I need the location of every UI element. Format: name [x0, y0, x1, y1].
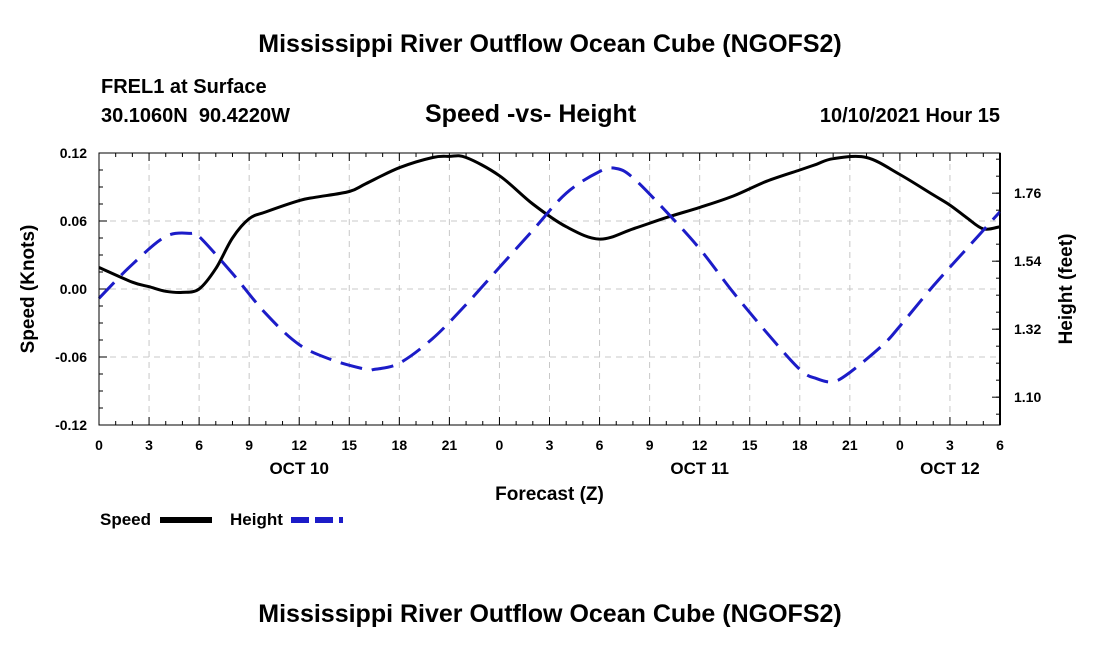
x-tick-label: 15: [341, 437, 357, 453]
y2-tick-label: 1.32: [1014, 321, 1041, 337]
y-tick-label: -0.06: [55, 349, 87, 365]
legend-height-label: Height: [230, 510, 283, 529]
x-tick-label: 0: [95, 437, 103, 453]
y2-tick-label: 1.54: [1014, 253, 1041, 269]
x-axis-title: Forecast (Z): [495, 484, 604, 505]
series-lines: [97, 154, 1002, 384]
y-tick-label: -0.12: [55, 417, 87, 433]
day-label: OCT 11: [670, 459, 729, 478]
x-tick-label: 18: [392, 437, 408, 453]
x-tick-label: 21: [442, 437, 458, 453]
x-tick-label: 21: [842, 437, 858, 453]
x-tick-label: 6: [996, 437, 1004, 453]
series-line-speed: [98, 154, 1001, 295]
page-title: Mississippi River Outflow Ocean Cube (NG…: [258, 30, 842, 58]
series-line-height: [97, 166, 1002, 384]
x-tick-label: 9: [646, 437, 654, 453]
forecast-datetime: 10/10/2021 Hour 15: [819, 105, 1000, 127]
x-tick-label: 3: [145, 437, 153, 453]
grid-lines: [99, 153, 1000, 425]
legend-speed-label: Speed: [100, 510, 151, 529]
chart-subtitle: Speed -vs- Height: [425, 100, 637, 128]
axis-labels: 0 3 6 9 12 15 18 21 0 3 6 9 12 15 18 21 0 3 6 OCT 10 OCT 11 O…: [18, 145, 1077, 505]
y-tick-label: 0.12: [60, 145, 87, 161]
x-tick-label: 3: [946, 437, 954, 453]
day-label: OCT 12: [920, 459, 980, 478]
x-tick-label: 9: [245, 437, 253, 453]
x-tick-label: 6: [195, 437, 203, 453]
plot-frame: [98, 152, 1001, 426]
x-tick-label: 3: [546, 437, 554, 453]
day-label: OCT 10: [269, 459, 329, 478]
x-tick-label: 0: [496, 437, 504, 453]
legend: Speed Height: [100, 510, 343, 529]
y2-axis-title: Height (feet): [1056, 234, 1077, 345]
y-tick-label: 0.06: [60, 213, 87, 229]
x-tick-label: 15: [742, 437, 758, 453]
footer-title: Mississippi River Outflow Ocean Cube (NG…: [258, 600, 842, 628]
coordinates-label: 30.1060N 90.4220W: [101, 105, 291, 127]
y2-tick-label: 1.76: [1014, 185, 1041, 201]
y-tick-label: 0.00: [60, 281, 87, 297]
x-tick-label: 18: [792, 437, 808, 453]
x-tick-label: 0: [896, 437, 904, 453]
y2-tick-label: 1.10: [1014, 389, 1041, 405]
y-axis-title: Speed (Knots): [18, 225, 39, 354]
x-tick-label: 12: [291, 437, 307, 453]
x-tick-label: 12: [692, 437, 708, 453]
speed-height-chart: 0 3 6 9 12 15 18 21 0 3 6 9 12 15 18 21 0 3 6 OCT 10 OCT 11 O…: [18, 145, 1077, 529]
station-label: FREL1 at Surface: [101, 76, 267, 98]
x-tick-label: 6: [596, 437, 604, 453]
